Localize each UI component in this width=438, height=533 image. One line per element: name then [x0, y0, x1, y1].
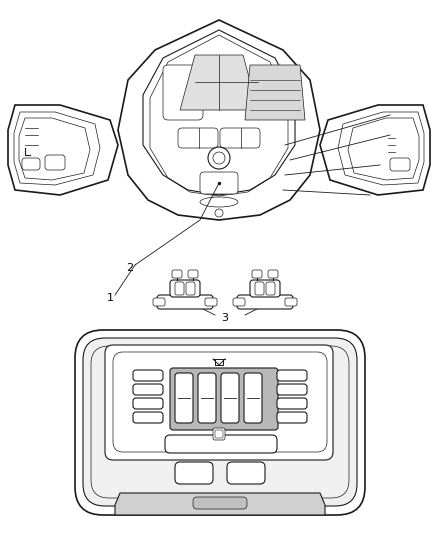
FancyBboxPatch shape — [277, 384, 307, 395]
FancyBboxPatch shape — [170, 368, 278, 430]
FancyBboxPatch shape — [163, 65, 203, 120]
FancyBboxPatch shape — [227, 462, 265, 484]
FancyBboxPatch shape — [133, 370, 163, 381]
FancyBboxPatch shape — [198, 373, 216, 423]
FancyBboxPatch shape — [153, 298, 165, 306]
FancyBboxPatch shape — [170, 280, 200, 297]
FancyBboxPatch shape — [133, 412, 163, 423]
FancyBboxPatch shape — [244, 373, 262, 423]
FancyBboxPatch shape — [75, 330, 365, 515]
FancyBboxPatch shape — [200, 172, 238, 194]
FancyBboxPatch shape — [221, 373, 239, 423]
Polygon shape — [8, 105, 118, 195]
FancyBboxPatch shape — [268, 270, 278, 278]
FancyBboxPatch shape — [91, 346, 349, 498]
FancyBboxPatch shape — [193, 497, 247, 509]
FancyBboxPatch shape — [250, 280, 280, 297]
Polygon shape — [118, 20, 320, 220]
FancyBboxPatch shape — [266, 282, 275, 295]
Text: 1: 1 — [106, 293, 113, 303]
FancyBboxPatch shape — [220, 128, 260, 148]
Text: 3: 3 — [222, 313, 229, 323]
FancyBboxPatch shape — [45, 155, 65, 170]
FancyBboxPatch shape — [186, 282, 195, 295]
FancyBboxPatch shape — [390, 158, 410, 171]
Polygon shape — [245, 65, 305, 120]
FancyBboxPatch shape — [175, 373, 193, 423]
FancyBboxPatch shape — [205, 298, 217, 306]
FancyBboxPatch shape — [172, 270, 182, 278]
FancyBboxPatch shape — [83, 338, 357, 506]
FancyBboxPatch shape — [157, 295, 213, 309]
FancyBboxPatch shape — [165, 435, 277, 453]
FancyBboxPatch shape — [113, 352, 327, 452]
FancyBboxPatch shape — [175, 282, 184, 295]
FancyBboxPatch shape — [133, 398, 163, 409]
FancyBboxPatch shape — [175, 462, 213, 484]
FancyBboxPatch shape — [188, 270, 198, 278]
FancyBboxPatch shape — [22, 158, 40, 170]
Ellipse shape — [200, 197, 238, 207]
FancyBboxPatch shape — [237, 295, 293, 309]
FancyBboxPatch shape — [213, 428, 225, 440]
FancyBboxPatch shape — [178, 128, 218, 148]
Polygon shape — [320, 105, 430, 195]
Polygon shape — [115, 493, 325, 515]
FancyBboxPatch shape — [277, 370, 307, 381]
FancyBboxPatch shape — [133, 384, 163, 395]
FancyBboxPatch shape — [277, 412, 307, 423]
FancyBboxPatch shape — [105, 345, 333, 460]
FancyBboxPatch shape — [255, 282, 264, 295]
Text: 2: 2 — [127, 263, 134, 273]
Polygon shape — [180, 55, 258, 110]
FancyBboxPatch shape — [215, 430, 223, 438]
FancyBboxPatch shape — [277, 398, 307, 409]
FancyBboxPatch shape — [285, 298, 297, 306]
FancyBboxPatch shape — [252, 270, 262, 278]
FancyBboxPatch shape — [233, 298, 245, 306]
